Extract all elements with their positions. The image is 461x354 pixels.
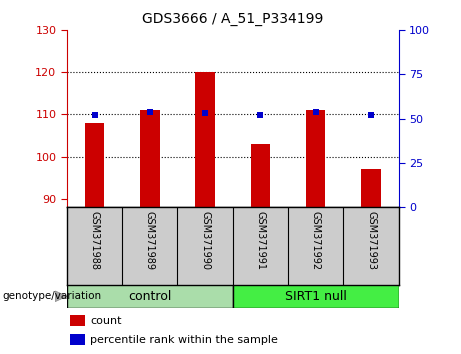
Bar	[85, 123, 104, 207]
Polygon shape	[55, 291, 67, 302]
FancyBboxPatch shape	[67, 285, 233, 308]
Text: GSM371990: GSM371990	[200, 211, 210, 270]
Text: GSM371992: GSM371992	[311, 211, 321, 270]
Point	[146, 109, 154, 114]
Bar	[306, 110, 325, 207]
Text: GSM371993: GSM371993	[366, 211, 376, 270]
Bar	[70, 334, 85, 346]
Text: percentile rank within the sample: percentile rank within the sample	[90, 335, 278, 345]
FancyBboxPatch shape	[233, 285, 399, 308]
Point	[257, 112, 264, 118]
Text: SIRT1 null: SIRT1 null	[285, 290, 347, 303]
Text: genotype/variation: genotype/variation	[2, 291, 101, 301]
Text: GSM371989: GSM371989	[145, 211, 155, 270]
Bar	[251, 144, 270, 207]
Text: control: control	[128, 290, 171, 303]
Point	[312, 109, 319, 114]
Text: GSM371991: GSM371991	[255, 211, 266, 270]
Point	[91, 112, 98, 118]
Title: GDS3666 / A_51_P334199: GDS3666 / A_51_P334199	[142, 12, 324, 26]
Point	[367, 112, 375, 118]
Bar	[140, 110, 160, 207]
Bar	[361, 169, 381, 207]
Point	[201, 110, 209, 116]
Text: count: count	[90, 315, 122, 326]
Bar	[195, 72, 215, 207]
Text: GSM371988: GSM371988	[89, 211, 100, 270]
Bar	[70, 315, 85, 326]
